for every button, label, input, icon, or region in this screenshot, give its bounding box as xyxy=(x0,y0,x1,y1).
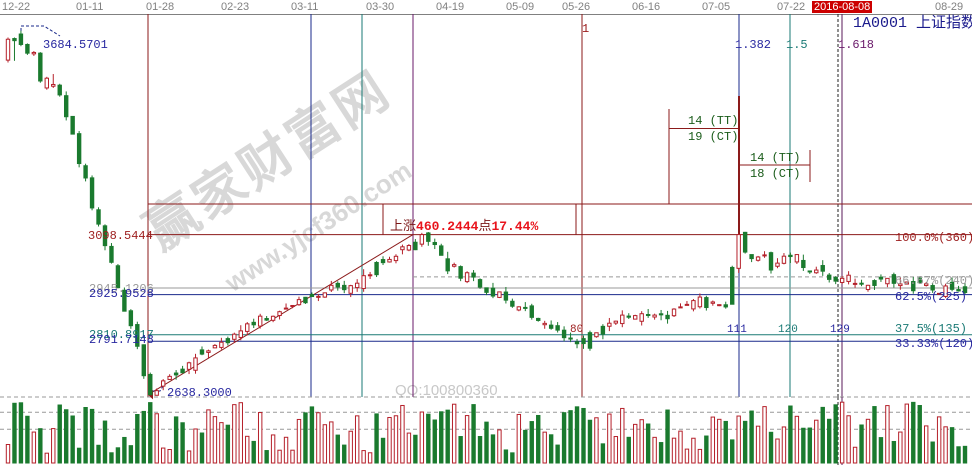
svg-text:1: 1 xyxy=(582,22,589,36)
svg-text:18 (CT): 18 (CT) xyxy=(750,167,800,181)
svg-text:1.5: 1.5 xyxy=(786,38,808,52)
svg-text:2791.7148: 2791.7148 xyxy=(89,333,154,347)
svg-text:62.5%(225): 62.5%(225) xyxy=(895,290,967,304)
svg-text:111: 111 xyxy=(727,324,747,336)
svg-text:14 (TT): 14 (TT) xyxy=(750,151,800,165)
svg-text:80: 80 xyxy=(570,324,583,336)
svg-text:129: 129 xyxy=(830,324,850,336)
svg-text:1.618: 1.618 xyxy=(838,38,874,52)
svg-text:3684.5701: 3684.5701 xyxy=(43,38,108,52)
svg-text:33.33%(120): 33.33%(120) xyxy=(895,337,972,351)
svg-text:66.67%(240): 66.67%(240) xyxy=(895,274,972,288)
svg-text:14 (TT): 14 (TT) xyxy=(688,114,738,128)
svg-text:120: 120 xyxy=(778,324,798,336)
svg-text:1A0001 上证指数: 1A0001 上证指数 xyxy=(853,14,972,32)
svg-text:2638.3000: 2638.3000 xyxy=(167,386,232,400)
svg-text:19 (CT): 19 (CT) xyxy=(688,130,738,144)
svg-text:1.382: 1.382 xyxy=(735,38,771,52)
svg-text:上涨460.2444点17.44%: 上涨460.2444点17.44% xyxy=(390,219,538,234)
svg-text:3098.5444: 3098.5444 xyxy=(88,229,153,243)
svg-text:100.0%(360): 100.0%(360) xyxy=(895,231,972,245)
svg-text:2925.9528: 2925.9528 xyxy=(89,287,154,301)
svg-text:37.5%(135): 37.5%(135) xyxy=(895,322,967,336)
